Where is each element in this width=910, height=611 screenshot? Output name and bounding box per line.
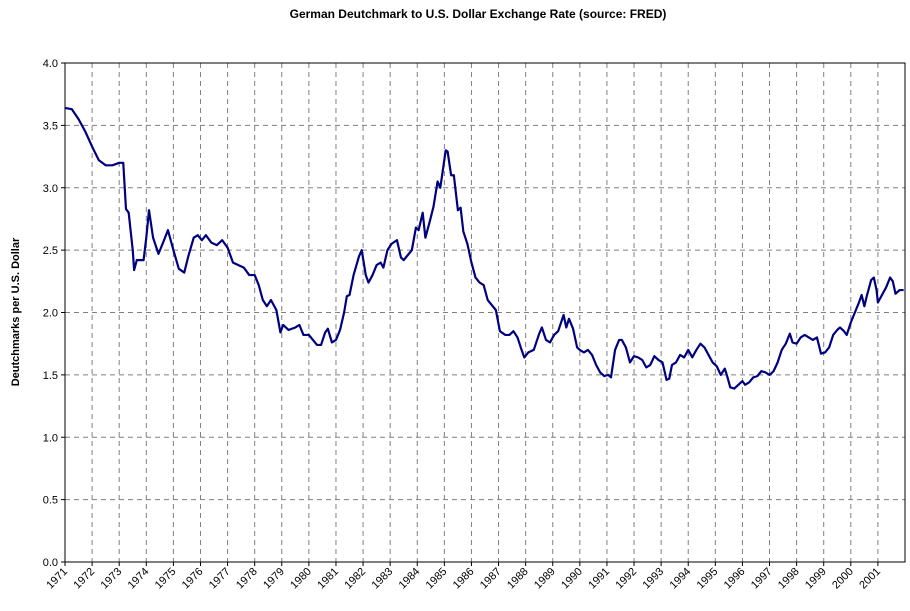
x-tick-label: 1998 [776, 566, 802, 592]
x-tick-label: 1987 [478, 566, 504, 592]
x-tick-label: 1976 [180, 566, 206, 592]
x-tick-label: 1996 [722, 566, 748, 592]
x-tick-label: 1993 [640, 566, 666, 592]
x-tick-label: 1985 [424, 566, 450, 592]
x-tick-label: 1990 [559, 566, 585, 592]
y-tick-label: 4.0 [43, 58, 58, 70]
x-tick-label: 1991 [586, 566, 612, 592]
x-tick-label: 1973 [99, 566, 125, 592]
x-tick-label: 1974 [126, 566, 152, 592]
y-tick-label: 3.5 [43, 120, 58, 132]
x-tick-label: 1980 [288, 566, 314, 592]
x-tick-label: 1997 [749, 566, 775, 592]
x-tick-label: 2001 [857, 566, 883, 592]
x-tick-label: 1989 [532, 566, 558, 592]
chart-title: German Deutchmark to U.S. Dollar Exchang… [290, 7, 667, 21]
x-tick-label: 1986 [451, 566, 477, 592]
plot-frame [64, 62, 906, 563]
y-tick-label: 3.0 [43, 183, 58, 195]
x-tick-label: 1978 [234, 566, 260, 592]
x-tick-label: 1994 [668, 566, 694, 592]
x-tick-label: 1995 [695, 566, 721, 592]
data-line [64, 106, 904, 390]
x-tick-label: 1971 [44, 566, 70, 592]
x-tick-label: 1972 [71, 566, 97, 592]
y-tick-label: 0.5 [43, 495, 58, 507]
x-tick-label: 2000 [830, 566, 856, 592]
x-tick-label: 1975 [153, 566, 179, 592]
x-tick-label: 1979 [261, 566, 287, 592]
x-tick-label: 1999 [803, 566, 829, 592]
x-tick-label: 1977 [207, 566, 233, 592]
x-tick-label: 1983 [369, 566, 395, 592]
x-tick-label: 1988 [505, 566, 531, 592]
y-tick-label: 0.0 [43, 557, 58, 569]
y-tick-label: 2.0 [43, 308, 58, 320]
y-tick-label: 2.5 [43, 245, 58, 257]
x-tick-label: 1992 [613, 566, 639, 592]
x-tick-label: 1984 [397, 566, 423, 592]
y-tick-label: 1.5 [43, 370, 58, 382]
y-axis-label: Deutchmarks per U.S. Dollar [10, 237, 22, 386]
x-tick-label: 1982 [342, 566, 368, 592]
y-tick-label: 1.0 [43, 432, 58, 444]
x-tick-label: 1981 [315, 566, 341, 592]
